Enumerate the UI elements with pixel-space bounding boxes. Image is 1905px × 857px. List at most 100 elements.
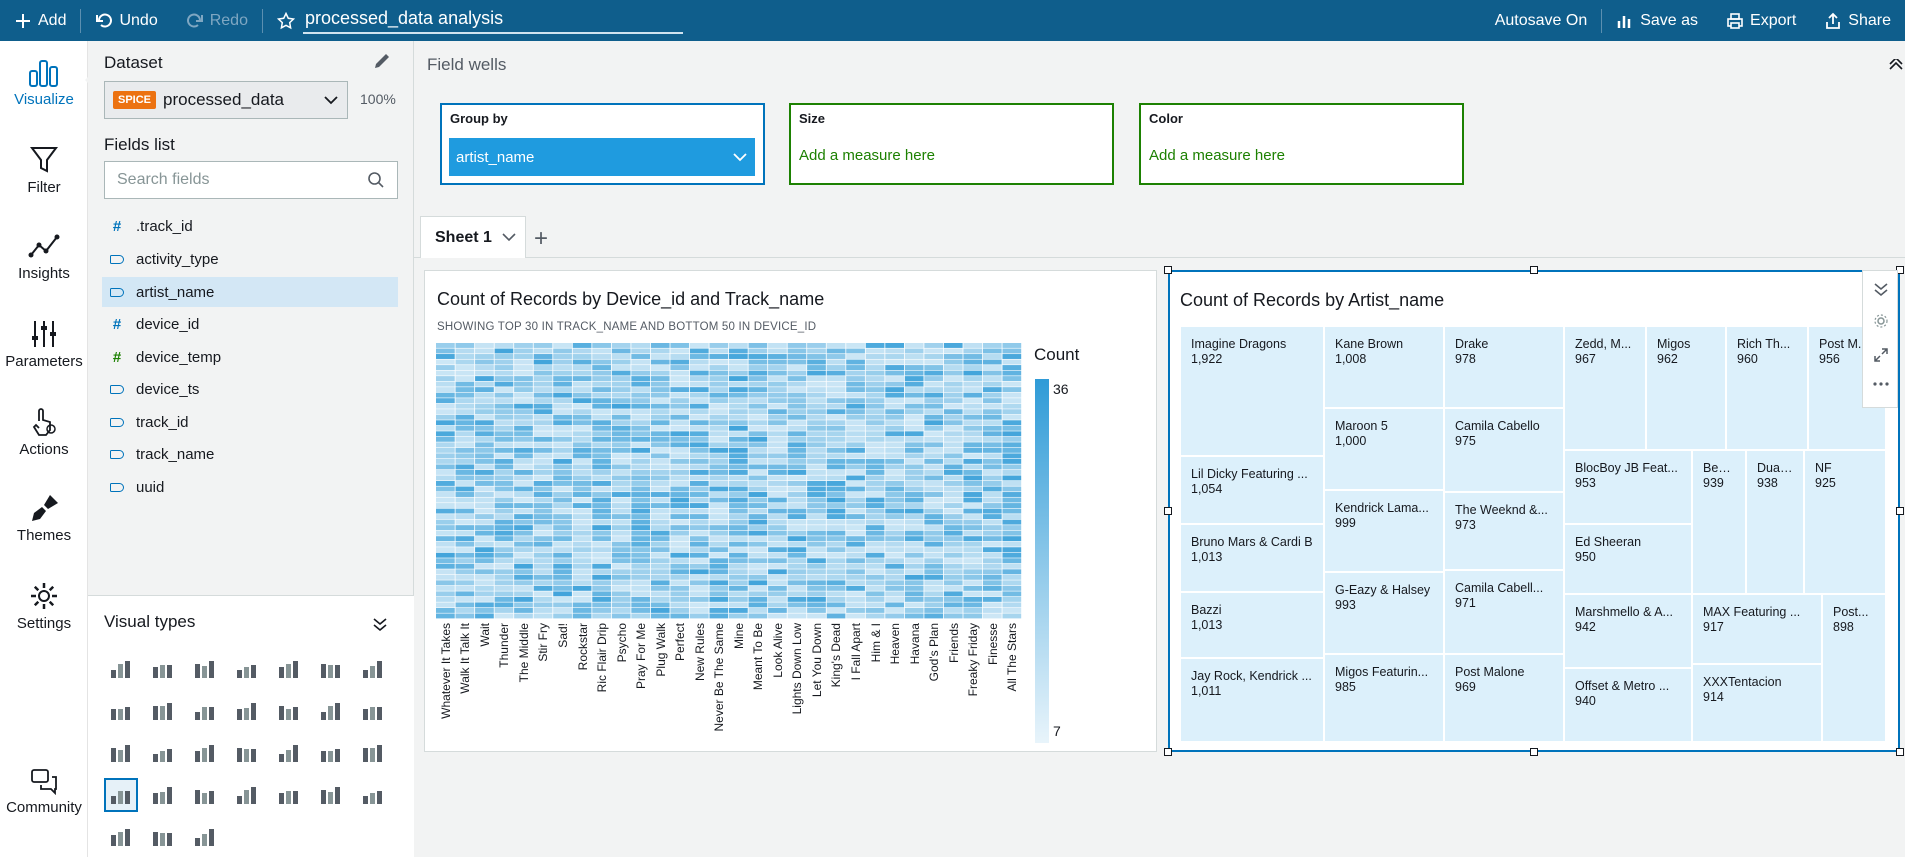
heatmap-cell[interactable] [553, 536, 572, 542]
heatmap-cell[interactable] [455, 552, 475, 558]
heatmap-cell[interactable] [846, 387, 865, 393]
heatmap-cell[interactable] [885, 596, 904, 602]
heatmap-cell[interactable] [885, 447, 904, 453]
heatmap-cell[interactable] [553, 431, 572, 437]
heatmap-cell[interactable] [670, 552, 690, 558]
heatmap-cell[interactable] [631, 492, 651, 497]
heatmap-cell[interactable] [514, 497, 533, 503]
heatmap-cell[interactable] [924, 607, 944, 613]
heatmap-cell[interactable] [611, 348, 631, 354]
heatmap-cell[interactable] [455, 607, 475, 613]
heatmap-cell[interactable] [611, 569, 631, 575]
heatmap-cell[interactable] [611, 514, 631, 520]
heatmap-cell[interactable] [709, 481, 729, 486]
heatmap-cell[interactable] [826, 458, 846, 464]
heatmap-cell[interactable] [924, 552, 944, 558]
heatmap-cell[interactable] [709, 392, 729, 398]
heatmap-cell[interactable] [611, 392, 631, 398]
heatmap-cell[interactable] [865, 436, 885, 442]
heatmap-cell[interactable] [1002, 536, 1022, 542]
heatmap-cell[interactable] [572, 530, 592, 536]
heatmap-cell[interactable] [611, 492, 631, 497]
heatmap-cell[interactable] [592, 469, 611, 475]
heatmap-cell[interactable] [631, 525, 651, 531]
heatmap-cell[interactable] [553, 503, 572, 508]
heatmap-cell[interactable] [807, 409, 826, 415]
heatmap-cell[interactable] [865, 558, 885, 564]
heatmap-cell[interactable] [514, 536, 533, 542]
heatmap-cell[interactable] [553, 547, 572, 553]
heatmap-cell[interactable] [709, 348, 729, 354]
heatmap-cell[interactable] [865, 365, 885, 370]
heatmap-cell[interactable] [592, 558, 611, 564]
heatmap-cell[interactable] [885, 343, 904, 348]
heatmap-cell[interactable] [611, 547, 631, 553]
gear-icon[interactable] [1873, 313, 1889, 329]
heatmap-cell[interactable] [943, 431, 963, 437]
heatmap-cell[interactable] [553, 563, 572, 569]
heatmap-cell[interactable] [514, 591, 533, 597]
heatmap-cell[interactable] [572, 469, 592, 475]
heatmap-cell[interactable] [1002, 376, 1022, 382]
heatmap-cell[interactable] [572, 414, 592, 420]
heatmap-cell[interactable] [475, 442, 494, 448]
heatmap-cell[interactable] [650, 348, 670, 354]
heatmap-cell[interactable] [826, 547, 846, 553]
heatmap-cell[interactable] [963, 563, 983, 569]
heatmap-cell[interactable] [768, 525, 787, 531]
heatmap-cell[interactable] [885, 541, 904, 547]
heatmap-cell[interactable] [729, 343, 748, 348]
heatmap-cell[interactable] [592, 563, 611, 569]
heatmap-cell[interactable] [1002, 613, 1022, 619]
heatmap-cell[interactable] [826, 607, 846, 613]
heatmap-cell[interactable] [826, 585, 846, 591]
heatmap-cell[interactable] [924, 613, 944, 619]
heatmap-cell[interactable] [436, 613, 455, 619]
heatmap-cell[interactable] [748, 519, 768, 525]
heatmap-cell[interactable] [768, 547, 787, 553]
heatmap-cell[interactable] [768, 558, 787, 564]
heatmap-cell[interactable] [904, 469, 924, 475]
heatmap-cell[interactable] [455, 409, 475, 415]
heatmap-cell[interactable] [1002, 447, 1022, 453]
heatmap-cell[interactable] [650, 354, 670, 359]
heatmap-cell[interactable] [592, 481, 611, 486]
heatmap-cell[interactable] [650, 469, 670, 475]
heatmap-cell[interactable] [729, 387, 748, 393]
heatmap-cell[interactable] [611, 447, 631, 453]
heatmap-cell[interactable] [943, 348, 963, 354]
heatmap-cell[interactable] [729, 409, 748, 415]
heatmap-cell[interactable] [768, 497, 787, 503]
heatmap-cell[interactable] [514, 392, 533, 398]
table-icon[interactable] [272, 736, 306, 770]
heatmap-cell[interactable] [1002, 409, 1022, 415]
heatmap-cell[interactable] [689, 458, 709, 464]
nav-filter[interactable]: Filter [0, 145, 88, 196]
heatmap-cell[interactable] [533, 530, 553, 536]
heatmap-cell[interactable] [963, 387, 983, 393]
heatmap-cell[interactable] [475, 414, 494, 420]
heatmap-cell[interactable] [885, 519, 904, 525]
heatmap-cell[interactable] [553, 492, 572, 497]
heatmap-cell[interactable] [689, 585, 709, 591]
heatmap-cell[interactable] [807, 580, 826, 586]
heatmap-cell[interactable] [455, 574, 475, 580]
heatmap-cell[interactable] [885, 508, 904, 514]
heatmap-cell[interactable] [475, 541, 494, 547]
treemap-tile[interactable]: Migos 962 [1646, 326, 1726, 450]
heatmap-cell[interactable] [592, 453, 611, 459]
resize-handle[interactable] [1896, 748, 1904, 756]
heatmap-cell[interactable] [885, 486, 904, 492]
heatmap-cell[interactable] [885, 431, 904, 437]
heatmap-cell[interactable] [846, 436, 865, 442]
field-item[interactable]: # device_temp [102, 342, 398, 372]
heatmap-cell[interactable] [455, 547, 475, 553]
heatmap-cell[interactable] [631, 486, 651, 492]
heatmap-cell[interactable] [631, 414, 651, 420]
heatmap-cell[interactable] [807, 492, 826, 497]
heatmap-cell[interactable] [533, 381, 553, 387]
heatmap-cell[interactable] [514, 492, 533, 497]
heatmap-cell[interactable] [904, 519, 924, 525]
heatmap-cell[interactable] [689, 370, 709, 376]
heatmap-cell[interactable] [865, 409, 885, 415]
